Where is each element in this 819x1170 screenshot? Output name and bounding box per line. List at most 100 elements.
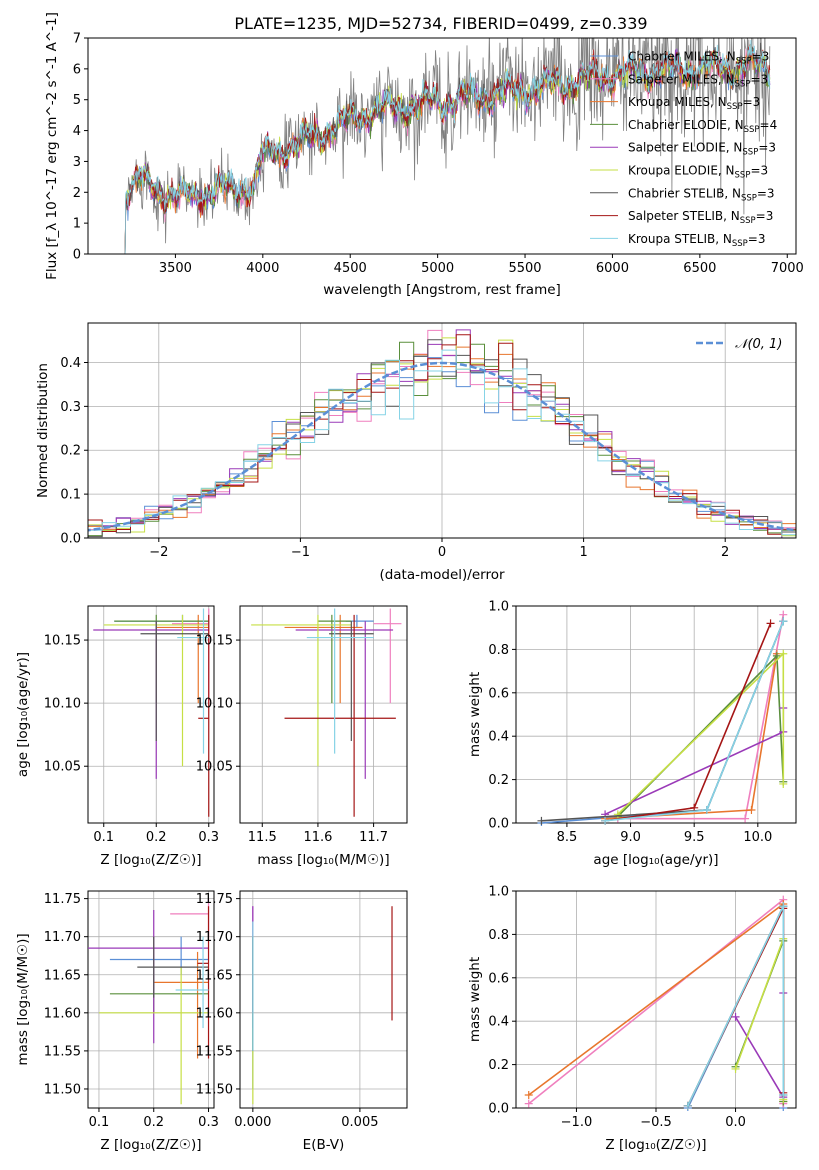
massweight_vs_Z-yticklabel-0: 0.0 [488, 1102, 509, 1117]
age_vs_mass-xticklabel-1: 11.6 [303, 830, 332, 845]
legend-label-kroupa_miles: Kroupa MILES, NSSP=3 [628, 95, 760, 112]
age_vs_mass-yticklabel-0: 10.05 [196, 760, 233, 775]
massweight_vs_Z-xlabel: Z [log₁₀(Z/Z☉)] [605, 1137, 706, 1153]
massweight_vs_age-frame [515, 605, 797, 824]
age_vs_Z-xlabel: Z [log₁₀(Z/Z☉)] [100, 852, 201, 868]
spectrum-yticklabel-1: 1 [73, 217, 81, 232]
mass_vs_ebv-yticklabel-1: 11.55 [196, 1044, 233, 1059]
spectrum-xticklabel-6: 6500 [683, 261, 716, 276]
age_vs_mass-frame [239, 605, 408, 824]
age_vs_Z-frame [87, 605, 215, 824]
massweight_vs_age-marker-chabrier_stelib-0 [537, 816, 546, 825]
age-vs-metallicity-panel: 0.1 0.2 0.3 10.05 10.10 10.15 Z [log₁₀(Z/Z☉)] a… [15, 605, 219, 868]
massweight_vs_Z-marker-kroupa_stelib-0 [683, 1101, 692, 1110]
massweight_vs_Z-marker-kroupa_miles-0 [524, 1090, 533, 1099]
legend-label-salpeter_miles: Salpeter MILES, NSSP=3 [628, 72, 768, 89]
massweight-vs-metallicity-panel: −1.0 −0.5 0.0 0.0 0.2 0.4 0.6 0.8 1.0 Z [log₁₀(Z/… [467, 885, 797, 1153]
normal-curve [88, 361, 796, 532]
massweight_vs_Z-yticklabel-3: 0.6 [488, 971, 509, 986]
mass_vs_ebv-xticklabel-0: 0.000 [234, 1115, 271, 1130]
age_vs_mass-xticklabel-2: 11.7 [359, 830, 388, 845]
massweight_vs_age-marker-kroupa_stelib-0 [601, 816, 610, 825]
residual_hist-yticklabel-3: 0.3 [60, 400, 81, 415]
mass_vs_ebv-yticklabel-2: 11.60 [196, 1006, 233, 1021]
spectrum-xticklabel-7: 7000 [771, 261, 804, 276]
spectrum-legend: Chabrier MILES, NSSP=3 Salpeter MILES, NS… [590, 50, 777, 249]
spectrum-xticklabel-0: 3500 [159, 261, 192, 276]
residual_hist-xticklabel-4: 2 [721, 545, 729, 560]
massweight_vs_age-yticklabel-1: 0.2 [488, 773, 509, 788]
massweight_vs_Z-marker-kroupa_elodie-0 [731, 1064, 740, 1073]
residual-histogram-panel: −2 −1 0 1 2 0.0 0.1 0.2 0.3 0.4 (data-model)/error… [35, 322, 797, 583]
residual_hist-xticklabel-3: 1 [579, 545, 587, 560]
mass_vs_Z-xticklabel-2: 0.3 [198, 1115, 219, 1130]
massweight_vs_age-marker-salpeter_miles-1 [741, 814, 750, 823]
massweight_vs_Z-marker-salpeter_miles-0 [524, 1099, 533, 1108]
mass_vs_Z-yticklabel-4: 11.70 [44, 930, 81, 945]
massweight_vs_age-marker-chabrier_elodie-1 [772, 651, 781, 660]
massweight_vs_age-yticklabel-0: 0.0 [488, 817, 509, 832]
legend-label-chabrier_elodie: Chabrier ELODIE, NSSP=4 [628, 118, 777, 135]
spectrum-xticklabel-5: 6000 [596, 261, 629, 276]
histogram-legend: 𝒩(0, 1) [696, 337, 782, 352]
massweight_vs_age-xticklabel-2: 9.5 [684, 830, 705, 845]
mass-vs-ebv-panel: 0.000 0.005 11.50 11.55 11.60 11.65 11.70 11.75… [196, 890, 408, 1153]
massweight_vs_age-marker-salpeter_stelib-2 [766, 619, 775, 628]
massweight_vs_age-yticklabel-4: 0.8 [488, 643, 509, 658]
mass_vs_ebv-yticklabel-4: 11.70 [196, 930, 233, 945]
mass_vs_Z-yticklabel-3: 11.65 [44, 968, 81, 983]
massweight_vs_Z-ylabel: mass weight [467, 957, 483, 1042]
mass_vs_Z-ylabel: mass [log₁₀(M/M☉)] [15, 933, 31, 1065]
spectrum-xticklabel-2: 4500 [334, 261, 367, 276]
massweight_vs_age-ylabel: mass weight [467, 672, 483, 757]
model-spectrum-kroupa_stelib [123, 39, 771, 254]
mass_vs_Z-xticklabel-1: 0.2 [143, 1115, 164, 1130]
massweight_vs_age-xticklabel-3: 10.0 [743, 830, 772, 845]
legend-label-salpeter_stelib: Salpeter STELIB, NSSP=3 [628, 209, 773, 226]
massweight-vs-age-panel: 8.5 9.0 9.5 10.0 0.0 0.2 0.4 0.6 0.8 1.0 age [log₁… [467, 600, 797, 868]
age_vs_Z-yticklabel-0: 10.05 [44, 760, 81, 775]
residual_hist-xticklabel-0: −2 [149, 545, 168, 560]
spectrum-yticklabel-6: 6 [73, 62, 81, 77]
residual_hist-xticklabel-1: −1 [291, 545, 310, 560]
normal-legend-label: 𝒩(0, 1) [735, 337, 782, 352]
massweight_vs_Z-xticklabel-2: 0.0 [725, 1115, 746, 1130]
massweight_vs_Z-yticklabel-1: 0.2 [488, 1058, 509, 1073]
age_vs_Z-ylabel: age [log₁₀(age/yr)] [15, 652, 31, 777]
spectrum-yticklabel-0: 0 [73, 248, 81, 263]
massweight_vs_Z-yticklabel-5: 1.0 [488, 885, 509, 900]
mass_vs_ebv-xticklabel-1: 0.005 [341, 1115, 378, 1130]
spectrum-yticklabel-3: 3 [73, 155, 81, 170]
age_vs_Z-yticklabel-2: 10.15 [44, 634, 81, 649]
massweight_vs_age-yticklabel-3: 0.6 [488, 686, 509, 701]
mass_vs_ebv-xlabel: E(B-V) [303, 1137, 345, 1153]
mass_vs_ebv-yticklabel-3: 11.65 [196, 968, 233, 983]
massweight_vs_age-marker-kroupa_miles-1 [747, 805, 756, 814]
age_vs_Z-yticklabel-1: 10.10 [44, 697, 81, 712]
massweight_vs_age-yticklabel-5: 1.0 [488, 600, 509, 615]
residual_hist-yticklabel-1: 0.1 [60, 488, 81, 503]
massweight_vs_Z-xticklabel-1: −0.5 [640, 1115, 672, 1130]
mass_vs_ebv-yticklabel-0: 11.50 [196, 1082, 233, 1097]
legend-label-kroupa_elodie: Kroupa ELODIE, NSSP=3 [628, 164, 768, 181]
massweight_vs_age-marker-kroupa_elodie-1 [779, 649, 788, 658]
massweight_vs_age-yticklabel-2: 0.4 [488, 730, 509, 745]
mass_vs_ebv-frame [239, 890, 408, 1109]
histogram-xlabel: (data-model)/error [379, 567, 505, 583]
residual_hist-yticklabel-2: 0.2 [60, 444, 81, 459]
age_vs_mass-yticklabel-2: 10.15 [196, 634, 233, 649]
age_vs_Z-xticklabel-1: 0.2 [146, 830, 167, 845]
age_vs_mass-xticklabel-0: 11.5 [248, 830, 277, 845]
mass_vs_Z-yticklabel-5: 11.75 [44, 892, 81, 907]
mass_vs_Z-frame [87, 890, 215, 1109]
legend-label-salpeter_elodie: Salpeter ELODIE, NSSP=3 [628, 141, 776, 158]
age-vs-mass-panel: 11.5 11.6 11.7 10.05 10.10 10.15 mass [log₁₀(M… [196, 605, 408, 868]
massweight_vs_Z-marker-kroupa_stelib-1 [779, 902, 788, 911]
age_vs_Z-xticklabel-0: 0.1 [93, 830, 114, 845]
age_vs_Z-xticklabel-2: 0.3 [198, 830, 219, 845]
spectrum-yticklabel-7: 7 [73, 32, 81, 47]
age_vs_mass-xlabel: mass [log₁₀(M/M☉)] [257, 852, 389, 868]
spectrum-xticklabel-3: 5000 [421, 261, 454, 276]
mass_vs_ebv-yticklabel-5: 11.75 [196, 892, 233, 907]
